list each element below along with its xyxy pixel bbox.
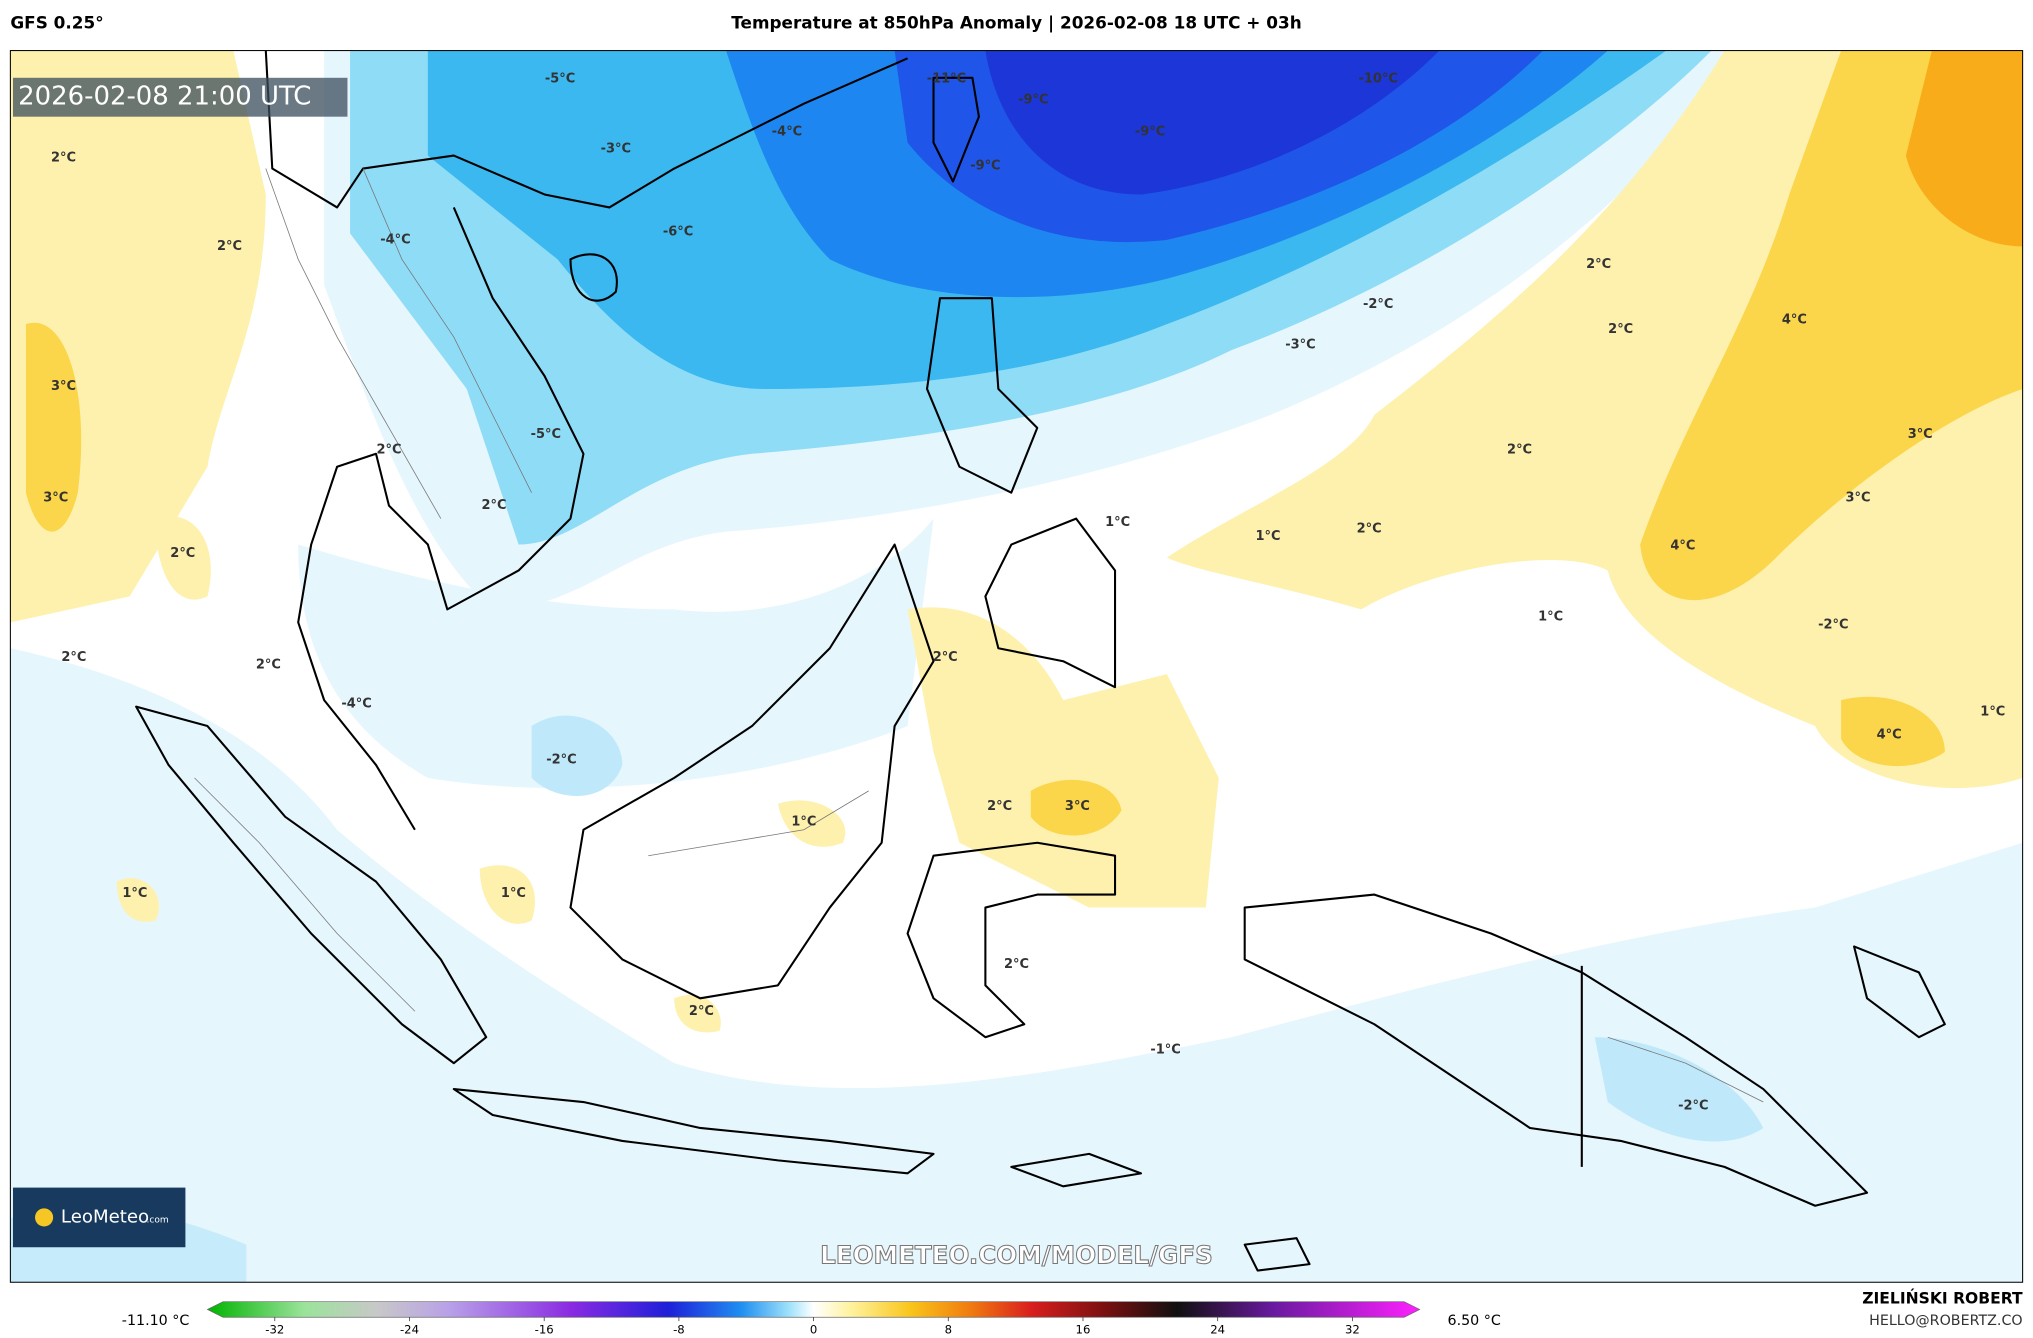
contour-label: -1°C — [1150, 1043, 1180, 1058]
contour-label: 2°C — [51, 151, 76, 166]
contour-label: 1°C — [791, 814, 816, 829]
logo-suffix: .com — [147, 1216, 169, 1226]
colorbar-tick-label: -24 — [400, 1323, 419, 1337]
contour-label: -9°C — [970, 158, 1000, 173]
colorbar-tick-label: -32 — [265, 1323, 284, 1337]
contour-label: -5°C — [545, 72, 575, 87]
contour-label: -4°C — [341, 697, 371, 712]
contour-label: 2°C — [170, 546, 195, 561]
contour-label: -4°C — [772, 125, 802, 140]
contour-label: 1°C — [501, 886, 526, 901]
contour-label: 1°C — [1538, 610, 1563, 625]
contour-label: 2°C — [1004, 957, 1029, 972]
contour-label: 4°C — [1782, 313, 1807, 328]
contour-label: 2°C — [481, 498, 506, 513]
contour-label: 2°C — [1608, 322, 1633, 337]
coastlines — [135, 50, 1946, 1272]
admin-borders — [194, 168, 1764, 1103]
contour-label: 2°C — [61, 650, 86, 665]
map: -5°C -4°C -3°C -6°C -4°C -11°C -9°C -9°C -9°C -10… — [10, 50, 2023, 1283]
contour-label: -2°C — [1818, 617, 1848, 632]
contour-label: 2°C — [933, 650, 958, 665]
contour-label: -5°C — [531, 427, 561, 442]
contour-label: 3°C — [1845, 490, 1870, 505]
contour-label: 3°C — [1908, 427, 1933, 442]
colorbar-tick-label: -8 — [673, 1323, 685, 1337]
colorbar-max-label: 6.50 °C — [1448, 1313, 1501, 1329]
contour-label: 3°C — [43, 490, 68, 505]
contour-label: 2°C — [1507, 442, 1532, 457]
colorbar-tick-label: 16 — [1076, 1323, 1091, 1337]
model-name: GFS 0.25° — [10, 12, 103, 32]
contour-label: -9°C — [1018, 92, 1048, 107]
contour-label: 2°C — [217, 239, 242, 254]
contour-label: 2°C — [1586, 257, 1611, 272]
author-name: ZIELIŃSKI ROBERT — [1862, 1289, 2023, 1308]
colorbar-tick-label: 32 — [1345, 1323, 1360, 1337]
contour-label: -4°C — [380, 232, 410, 247]
contour-label: 2°C — [376, 442, 401, 457]
contour-label: -6°C — [663, 225, 693, 240]
colorbar-tick-label: 0 — [810, 1323, 817, 1337]
contour-label: 3°C — [1065, 799, 1090, 814]
map-frame — [9, 50, 2024, 1283]
timestamp: 2026-02-08 21:00 UTC — [18, 82, 311, 112]
contour-label: 2°C — [1357, 521, 1382, 536]
colorbar-tick-label: 8 — [945, 1323, 952, 1337]
contour-label: -3°C — [1285, 337, 1315, 352]
contour-label: 1°C — [1256, 529, 1281, 544]
contour-label: -10°C — [1359, 72, 1398, 87]
contour-label: 4°C — [1670, 538, 1695, 553]
contour-label: 2°C — [256, 658, 281, 673]
colorbar-tick-label: 24 — [1210, 1323, 1225, 1337]
contour-label: 2°C — [987, 799, 1012, 814]
logo-sun — [35, 1208, 54, 1227]
contour-label: -3°C — [601, 142, 631, 157]
anomaly-fields — [10, 50, 2023, 1283]
contour-label: 2°C — [689, 1004, 714, 1019]
contour-label: 3°C — [51, 379, 76, 394]
contour-label: -11°C — [927, 72, 966, 87]
author-email: HELLO@ROBERTZ.CO — [1869, 1313, 2022, 1329]
contour-label: 1°C — [122, 886, 147, 901]
contour-label: -9°C — [1135, 125, 1165, 140]
contour-label: -2°C — [1678, 1098, 1708, 1113]
colorbar-min-label: -11.10 °C — [122, 1313, 190, 1329]
contour-label: 1°C — [1980, 704, 2005, 719]
contour-label: -2°C — [546, 752, 576, 767]
watermark: LEOMETEO.COM/MODEL/GFS — [820, 1240, 1213, 1269]
contour-labels: -5°C -4°C -3°C -6°C -4°C -11°C -9°C -9°C -9°C -10… — [43, 72, 2005, 1114]
timestamp-box — [12, 77, 348, 117]
contour-label: -2°C — [1363, 297, 1393, 312]
contour-label: 1°C — [1105, 515, 1130, 530]
map-title: Temperature at 850hPa Anomaly | 2026-02-… — [731, 12, 1301, 32]
logo-name: LeoMeteo — [61, 1206, 149, 1227]
colorbar: -32 -24 -16 -8 0 8 16 24 32 -11.10 °C 6.50 °C — [122, 1301, 1501, 1337]
colorbar-scale — [206, 1301, 1421, 1318]
contour-label: 4°C — [1877, 728, 1902, 743]
colorbar-tick-label: -16 — [535, 1323, 554, 1337]
